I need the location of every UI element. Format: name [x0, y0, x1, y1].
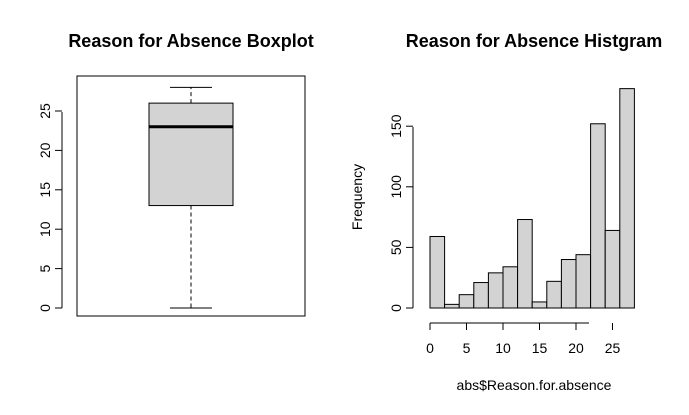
histogram-y-tick-label: 100 [388, 175, 404, 199]
histogram-x-tick-label: 10 [495, 340, 511, 356]
boxplot-y-tick-label: 20 [37, 142, 53, 158]
histogram-y-ticks: 0 50 100 150 [388, 114, 413, 312]
histogram-bar [473, 282, 489, 309]
histogram-x-tick-label: 5 [463, 340, 471, 356]
histogram-y-tick-label: 0 [388, 304, 404, 312]
boxplot-y-tick-label: 10 [37, 221, 53, 237]
histogram-bar [531, 301, 548, 309]
histogram-bar [560, 259, 577, 309]
histogram-bar [517, 219, 533, 309]
histogram-bar [429, 235, 446, 309]
boxplot-y-ticks: 0 5 10 15 20 25 [37, 103, 62, 312]
histogram-x-tick-label: 0 [426, 340, 434, 356]
histogram-x-label: abs$Reason.for.absence [457, 377, 612, 393]
histogram-bar [546, 280, 562, 309]
histogram-bar [502, 266, 519, 309]
histogram-bar [619, 88, 635, 309]
boxplot-y-tick-label: 0 [37, 304, 53, 312]
histogram-x-tick-label: 25 [605, 340, 621, 356]
histogram-bar [458, 294, 475, 309]
boxplot-iqr-box [148, 102, 234, 207]
boxplot-box [148, 86, 234, 309]
histogram-y-tick-label: 50 [388, 239, 404, 255]
histogram-y-label: Frequency [349, 164, 365, 230]
boxplot-frame [76, 75, 306, 317]
histogram-bar [575, 254, 592, 309]
histogram-bar [444, 303, 460, 309]
boxplot-title: Reason for Absence Boxplot [68, 31, 313, 51]
histogram-x-tick-label: 15 [532, 340, 548, 356]
histogram-x-ticks: 0 5 10 15 20 25 [426, 323, 620, 356]
histogram-x-tick-label: 20 [568, 340, 584, 356]
boxplot-y-tick-label: 25 [37, 103, 53, 119]
histogram-y-tick-label: 150 [388, 114, 404, 138]
histogram-title: Reason for Absence Histgram [406, 31, 662, 51]
boxplot-panel: Reason for Absence Boxplot 0 5 10 15 20 25 [37, 31, 314, 317]
histogram-bar [487, 272, 504, 309]
histogram-bars [429, 88, 635, 309]
histogram-panel: Reason for Absence Histgram 0 50 100 150 0 5… [349, 31, 662, 393]
boxplot-y-tick-label: 15 [37, 182, 53, 198]
boxplot-y-tick-label: 5 [37, 264, 53, 272]
histogram-bar [604, 229, 621, 309]
histogram-bar [590, 123, 606, 309]
